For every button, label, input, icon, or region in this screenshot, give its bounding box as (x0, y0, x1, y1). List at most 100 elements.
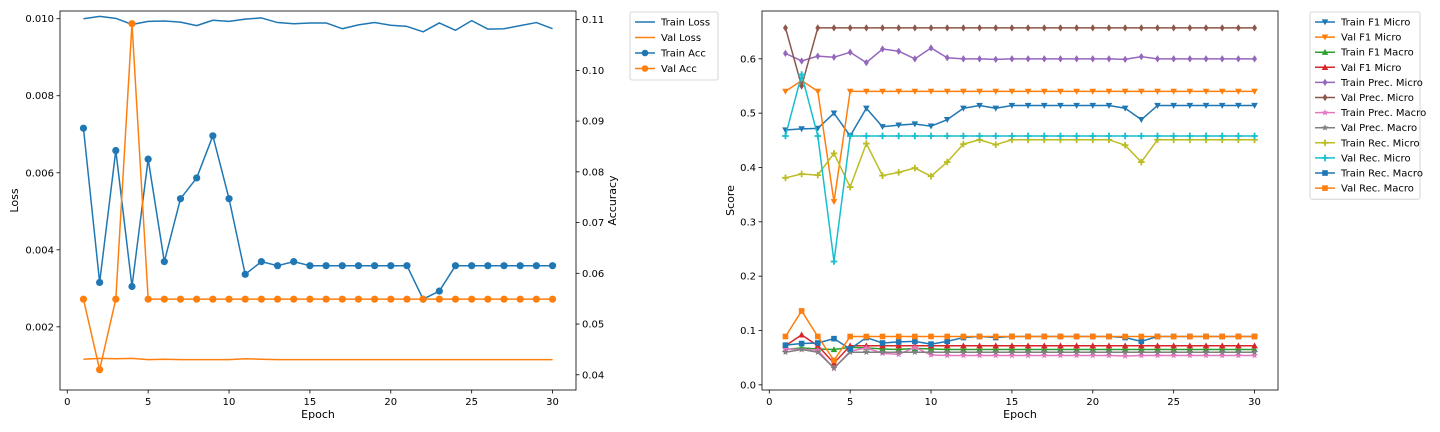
data-point-val-rec-macro (1235, 333, 1242, 340)
accuracy-y-tick-label: 0.08 (582, 167, 604, 178)
data-point-val-rec-macro (1251, 333, 1258, 340)
data-point-val-prec-macro (1073, 348, 1081, 356)
score-y-tick-label: 0.3 (740, 217, 756, 228)
data-point-train-acc (371, 262, 379, 270)
series-line-train-prec-macro (785, 346, 1255, 370)
series-val-rec-macro-11 (782, 308, 1258, 364)
data-point-val-acc (484, 295, 492, 303)
data-point-train-rec-micro (1218, 136, 1226, 144)
data-point-val-prec-macro (1056, 348, 1064, 356)
data-point-train-rec-macro (912, 338, 918, 345)
data-point-train-prec-macro (1137, 351, 1145, 359)
series-line-train-prec-micro (785, 47, 1255, 64)
legend-marker (1321, 48, 1329, 55)
data-point-val-acc (371, 295, 379, 303)
data-point-val-rec-macro (1073, 333, 1080, 340)
data-point-train-f1-micro (879, 124, 886, 131)
data-point-val-rec-micro (1105, 132, 1113, 140)
data-point-val-acc (128, 20, 136, 28)
data-point-val-prec-micro (960, 24, 966, 32)
data-point-val-prec-macro (943, 348, 951, 356)
data-point-train-prec-macro (1154, 351, 1161, 359)
legend-item-train-f1-micro: Train F1 Micro (1315, 18, 1410, 29)
data-point-train-acc (354, 262, 363, 270)
data-point-train-rec-micro (1235, 136, 1242, 144)
data-point-train-f1-micro (911, 121, 919, 128)
data-point-train-acc (273, 262, 282, 270)
data-point-val-f1-micro (1089, 342, 1097, 349)
data-point-val-rec-macro (928, 333, 934, 340)
series-line-val-prec-micro (784, 27, 1255, 87)
score-legend-box (1309, 11, 1421, 200)
data-point-train-prec-micro (928, 44, 934, 52)
data-point-val-rec-macro (1203, 333, 1209, 340)
data-point-val-rec-macro (1122, 333, 1128, 340)
legend-marker (1322, 170, 1328, 176)
data-point-train-rec-micro (960, 140, 967, 148)
data-point-val-f1-micro (1008, 342, 1016, 349)
data-point-train-rec-micro (798, 170, 805, 178)
data-point-val-prec-micro (831, 24, 837, 32)
data-point-val-prec-micro (1090, 24, 1096, 32)
data-point-val-prec-macro (879, 348, 886, 356)
accuracy-y-tick-label: 0.07 (582, 218, 604, 229)
data-point-val-prec-micro (1171, 24, 1177, 32)
legend-item-val-rec-macro: Val Rec. Macro (1315, 184, 1414, 195)
data-point-train-prec-micro (782, 49, 788, 58)
data-point-train-acc (176, 195, 185, 203)
legend-label: Train Loss (660, 18, 710, 29)
accuracy-y-tick-label: 0.06 (582, 269, 604, 280)
data-point-train-prec-micro (960, 55, 966, 63)
legend-item-val-rec-micro: Val Rec. Micro (1315, 153, 1411, 164)
data-point-train-f1-micro (895, 122, 902, 129)
data-point-val-f1-micro (1202, 88, 1210, 95)
data-point-val-rec-micro (1235, 132, 1242, 140)
data-point-val-rec-macro (1170, 333, 1177, 340)
data-point-val-prec-macro (1218, 348, 1226, 356)
data-point-val-f1-micro (1073, 342, 1080, 349)
series-train-loss (83, 15, 553, 33)
data-point-val-prec-micro (1203, 24, 1209, 32)
data-point-train-acc (451, 262, 460, 270)
score-x-tick-label: 5 (847, 397, 853, 408)
data-point-train-prec-micro (1057, 55, 1063, 63)
series-line-val-f1-micro (785, 79, 1255, 203)
data-point-train-prec-micro (977, 55, 983, 63)
data-point-train-rec-micro (814, 171, 822, 179)
series-line-train-f1-micro (785, 104, 1255, 137)
data-point-val-prec-micro (1106, 24, 1112, 32)
data-point-val-rec-macro (1138, 333, 1145, 340)
data-point-train-f1-micro (830, 110, 838, 117)
score-chart: 0 5 10 15 20 25 30 0.0 0.1 0.2 0.3 0.4 0.5 0.6 Epoch… (724, 10, 1426, 421)
data-point-val-rec-micro (1170, 132, 1177, 140)
data-point-val-acc (532, 295, 540, 303)
data-point-val-prec-macro (1234, 348, 1242, 356)
data-point-train-prec-micro (1074, 55, 1080, 63)
data-point-val-rec-micro (927, 132, 935, 140)
data-point-val-prec-micro (896, 24, 902, 32)
data-point-val-f1-micro (1105, 88, 1113, 95)
data-point-val-acc (273, 295, 282, 303)
data-point-train-acc (435, 287, 443, 295)
data-point-val-prec-micro (1074, 24, 1080, 32)
data-point-val-prec-macro (1024, 348, 1032, 356)
data-point-train-rec-macro (831, 335, 837, 342)
data-point-val-rec-macro (798, 308, 805, 314)
data-point-val-prec-micro (782, 24, 788, 32)
data-point-val-prec-macro (862, 348, 870, 356)
data-point-train-rec-micro (1202, 136, 1210, 144)
data-point-val-rec-macro (1106, 333, 1112, 340)
data-point-val-rec-micro (943, 132, 951, 140)
data-point-val-prec-micro (1122, 24, 1128, 32)
data-point-val-acc (338, 295, 346, 303)
data-point-val-rec-micro (1057, 132, 1064, 140)
accuracy-y-tick-label: 0.04 (582, 370, 604, 381)
data-point-train-acc (128, 282, 136, 291)
data-point-train-f1-micro (1202, 102, 1210, 109)
series-val-acc (79, 20, 557, 374)
data-point-val-f1-micro (1202, 342, 1210, 349)
data-point-val-prec-macro (830, 364, 838, 371)
data-point-train-f1-micro (1057, 102, 1064, 109)
data-point-val-prec-macro (895, 348, 903, 356)
